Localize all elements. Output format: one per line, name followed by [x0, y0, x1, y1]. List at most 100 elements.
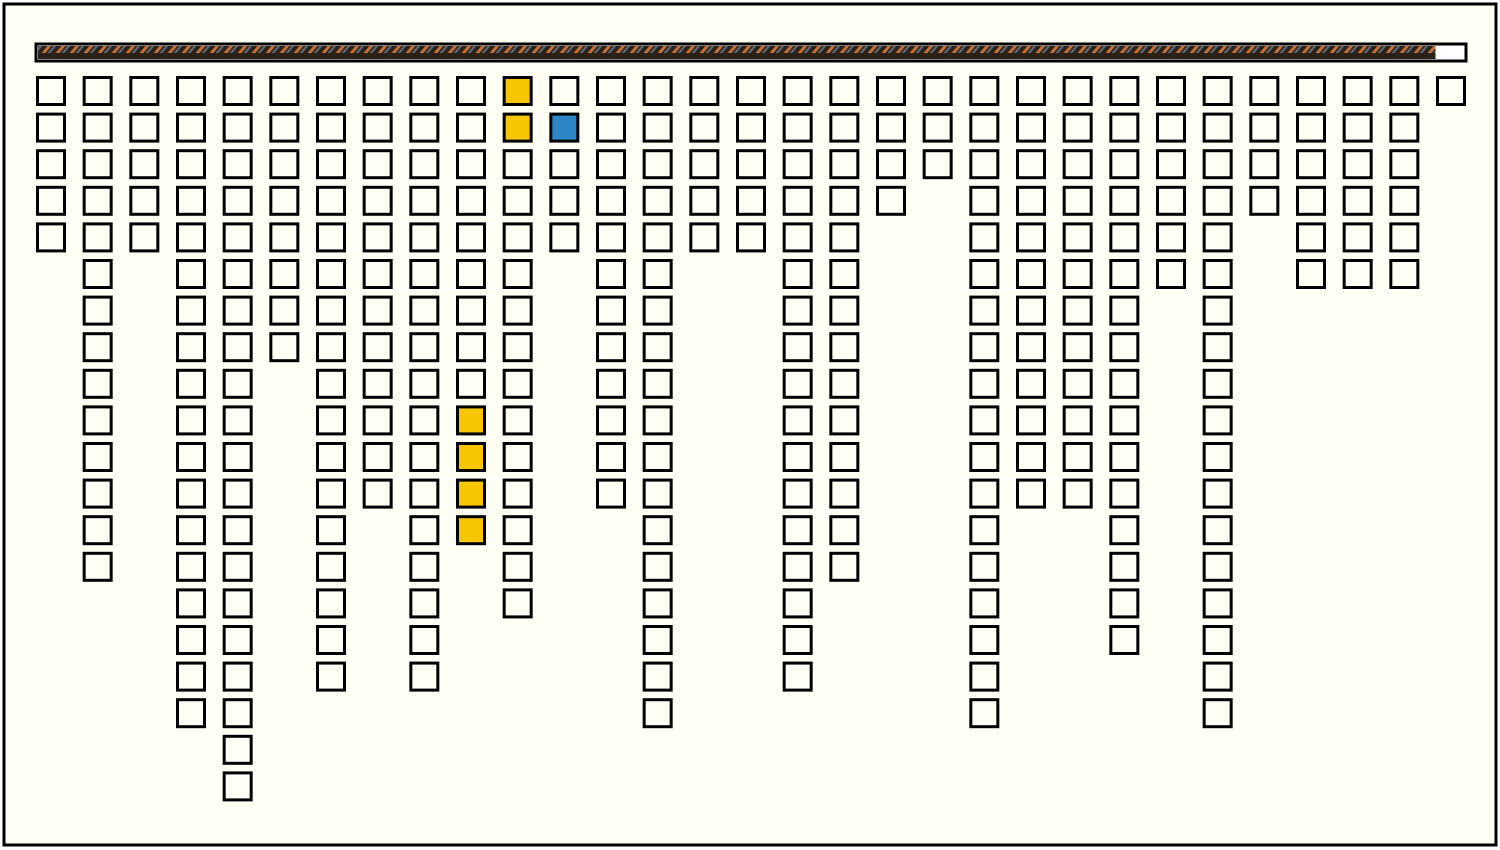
cell: [596, 185, 626, 216]
cell: [316, 515, 346, 546]
cell: [1342, 76, 1373, 106]
cell: [642, 368, 673, 399]
cell: [922, 76, 953, 106]
cell: [409, 551, 440, 582]
cell: [1109, 112, 1140, 143]
cell: [1202, 478, 1233, 509]
cell-column: [922, 76, 953, 180]
cell-column: [456, 76, 486, 546]
cell: [176, 698, 206, 729]
cell: [316, 259, 346, 289]
cell: [129, 112, 160, 143]
cell: [1249, 185, 1280, 216]
cell: [176, 76, 206, 106]
cell: [596, 405, 626, 436]
cell: [1062, 332, 1093, 363]
cell: [269, 222, 300, 253]
cell: [269, 76, 300, 106]
cell: [456, 222, 486, 253]
cell: [876, 112, 906, 143]
cell: [502, 478, 533, 509]
cell: [176, 332, 206, 363]
cell-column: [829, 76, 860, 582]
cell: [502, 222, 533, 253]
cell: [969, 222, 1000, 253]
cell-column: [642, 76, 673, 729]
cell: [1109, 368, 1140, 399]
cell: [316, 185, 346, 216]
cell: [829, 112, 860, 143]
cell: [829, 551, 860, 582]
cell: [689, 76, 720, 106]
cell: [1062, 76, 1093, 106]
cell: [82, 76, 113, 106]
cell: [1342, 259, 1373, 289]
cell: [1156, 149, 1186, 180]
cell: [176, 661, 206, 692]
cell: [82, 259, 113, 289]
cell: [829, 332, 860, 363]
cell: [362, 332, 393, 363]
cell: [409, 368, 440, 399]
cell: [829, 442, 860, 472]
cell: [409, 259, 440, 289]
cell: [596, 259, 626, 289]
cell: [1109, 478, 1140, 509]
cell: [1389, 112, 1420, 143]
cell: [1016, 185, 1046, 216]
cell: [222, 76, 253, 106]
cell: [82, 112, 113, 143]
cell-column: [1389, 76, 1420, 289]
cell: [969, 112, 1000, 143]
cell: [316, 222, 346, 253]
cell: [549, 185, 580, 216]
cell-column: [782, 76, 813, 692]
cell: [1016, 112, 1046, 143]
cell: [736, 222, 766, 253]
cell: [736, 185, 766, 216]
cell: [176, 259, 206, 289]
cell: [502, 295, 533, 326]
cell: [222, 551, 253, 582]
cell: [502, 259, 533, 289]
cell: [1202, 185, 1233, 216]
cell-column: [176, 76, 206, 729]
cell: [689, 185, 720, 216]
cell: [362, 259, 393, 289]
cell: [1389, 185, 1420, 216]
cell: [82, 478, 113, 509]
cell: [36, 112, 66, 143]
cell: [176, 588, 206, 619]
cell: [969, 76, 1000, 106]
cell: [1342, 112, 1373, 143]
cell: [269, 332, 300, 363]
cell-column: [1109, 76, 1140, 655]
cell-column: [129, 76, 160, 253]
cell: [456, 149, 486, 180]
cell: [782, 442, 813, 472]
cell: [316, 588, 346, 619]
cell: [456, 405, 486, 436]
cell: [1202, 368, 1233, 399]
cell: [1109, 295, 1140, 326]
cell: [176, 515, 206, 546]
cell: [456, 478, 486, 509]
cell-column: [596, 76, 626, 509]
cell: [1062, 149, 1093, 180]
cell: [1202, 332, 1233, 363]
cell: [1249, 112, 1280, 143]
cell: [1202, 625, 1233, 655]
cell-grid: [36, 76, 1466, 802]
cell: [36, 76, 66, 106]
progress-fill: [38, 46, 1436, 59]
cell-column: [969, 76, 1000, 729]
cell: [316, 405, 346, 436]
cell: [362, 442, 393, 472]
cell: [129, 222, 160, 253]
cell: [969, 442, 1000, 472]
cell: [782, 661, 813, 692]
cell: [829, 405, 860, 436]
cell: [782, 112, 813, 143]
cell: [596, 112, 626, 143]
